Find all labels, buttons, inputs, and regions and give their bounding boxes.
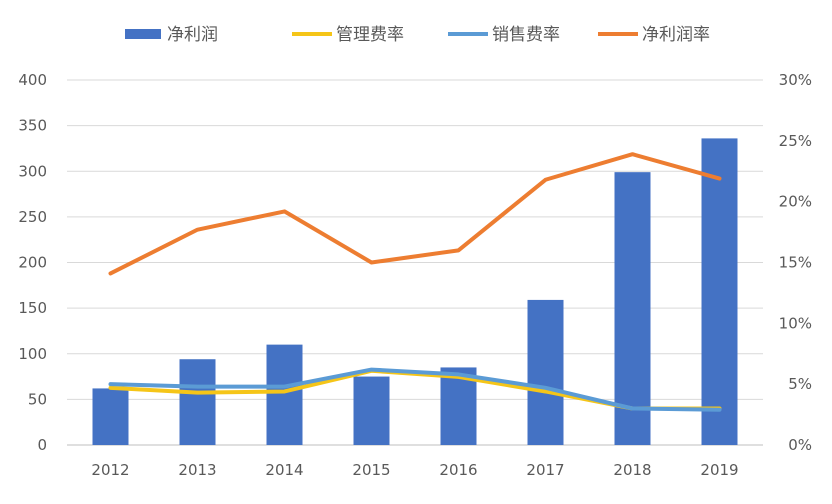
bar-2013 <box>179 359 216 445</box>
x-axis: 2012 2013 2014 2015 2016 2017 2018 2019 <box>91 461 738 479</box>
legend-label: 销售费率 <box>492 25 560 45</box>
x-tick-label: 2018 <box>613 461 651 479</box>
left-tick-label: 350 <box>18 117 47 135</box>
x-tick-label: 2013 <box>178 461 216 479</box>
line-净利润率 <box>108 152 722 276</box>
left-tick-label: 100 <box>18 345 47 363</box>
right-axis: 0% 5% 10% 15% 20% 25% 30% <box>779 71 812 454</box>
left-tick-label: 400 <box>18 71 47 89</box>
legend-swatch <box>125 29 161 39</box>
bar-2014 <box>266 344 303 445</box>
left-tick-label: 300 <box>18 162 47 180</box>
legend-label: 净利润率 <box>642 25 710 45</box>
left-tick-label: 50 <box>28 390 47 408</box>
x-tick-label: 2015 <box>352 461 390 479</box>
left-tick-label: 0 <box>37 436 47 454</box>
line-销售费率 <box>108 367 722 412</box>
bar-2017 <box>527 299 564 445</box>
x-tick-label: 2019 <box>700 461 738 479</box>
bar-2018 <box>614 172 651 445</box>
right-tick-label: 20% <box>779 193 812 211</box>
bar-2015 <box>353 376 390 445</box>
left-axis: 0 50 100 150 200 250 300 350 400 <box>18 71 47 454</box>
x-tick-label: 2012 <box>91 461 129 479</box>
left-tick-label: 250 <box>18 208 47 226</box>
left-tick-label: 200 <box>18 254 47 272</box>
legend: 净利润 管理费率 销售费率 净利润率 <box>125 25 710 45</box>
right-tick-label: 25% <box>779 132 812 150</box>
bar-2012 <box>92 388 129 445</box>
x-tick-label: 2017 <box>526 461 564 479</box>
x-tick-label: 2016 <box>439 461 477 479</box>
right-tick-label: 10% <box>779 314 812 332</box>
legend-label: 管理费率 <box>336 25 404 45</box>
legend-label: 净利润 <box>167 25 218 45</box>
bars <box>92 138 738 445</box>
left-tick-label: 150 <box>18 299 47 317</box>
lines <box>108 152 722 412</box>
right-tick-label: 15% <box>779 254 812 272</box>
bar-2019 <box>701 138 738 445</box>
right-tick-label: 5% <box>788 375 812 393</box>
x-tick-label: 2014 <box>265 461 303 479</box>
right-tick-label: 0% <box>788 436 812 454</box>
right-tick-label: 30% <box>779 71 812 89</box>
